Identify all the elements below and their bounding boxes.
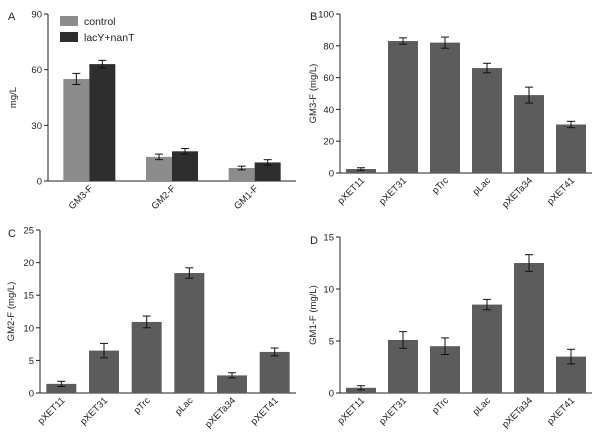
panel-b-bar: [556, 124, 586, 173]
panel-d-y-tick-label: 5: [329, 337, 334, 348]
panel-a-y-axis-title: mg/L: [8, 87, 19, 108]
panel-a-x-tick-label: GM1-F: [232, 183, 261, 212]
panel-d-bar: [346, 387, 376, 393]
panel-b-x-tick-label: pLac: [471, 175, 494, 198]
panel-a-bar-lacy-nant: [254, 162, 281, 181]
panel-b-x-tick-label: pXET31: [377, 175, 409, 207]
legend-swatch-lacy-nant: [60, 32, 78, 42]
panel-b-y-tick-label: 100: [318, 10, 334, 21]
panel-b-y-tick-label: 40: [323, 105, 334, 116]
panel-d-x-tick-label: pLac: [471, 395, 494, 418]
panel-a-y-tick-label: 30: [31, 121, 42, 132]
panel-a-bar-control: [63, 78, 90, 181]
panel-c-y-tick-label: 15: [23, 291, 34, 302]
panel-b-y-tick-label: 60: [323, 73, 334, 84]
legend-label-control: control: [84, 16, 116, 28]
panel-d-y-tick-label: 0: [329, 389, 334, 400]
panel-a-bar-control: [146, 156, 172, 181]
panel-c-bar: [174, 273, 205, 393]
panel-c-bar: [259, 351, 290, 393]
panel-a-y-tick-label: 90: [31, 10, 42, 21]
panel-b-y-axis-title: GM3-F (mg/L): [308, 64, 319, 124]
panel-a-y-tick-label: 0: [37, 177, 42, 188]
panel-d-x-tick-label: pXET11: [336, 395, 368, 427]
panel-c-bar: [46, 383, 77, 393]
panel-b-x-tick-label: pTrc: [430, 175, 451, 196]
panel-a-bar-lacy-nant: [172, 151, 198, 181]
panel-a-x-tick-label: GM2-F: [149, 183, 178, 212]
panel-c-y-tick-label: 20: [23, 258, 34, 269]
panel-d-bar: [388, 339, 418, 393]
panel-c-y-axis-title: GM2-F (mg/L): [6, 282, 17, 342]
panel-c-bar: [131, 321, 162, 393]
panel-c-x-tick-label: pXET41: [249, 395, 281, 427]
panel-d-bar: [472, 304, 502, 393]
panel-c-bar: [217, 375, 247, 393]
legend-label-lacy-nant: lacY+nanT: [84, 32, 135, 44]
panel-a-chart: 0 30 60 90 mg/L GM3-F GM2-F GM1-F control lacY+na…: [8, 10, 296, 212]
panel-a-x-tick-label: GM3-F: [67, 183, 96, 212]
panel-c-x-tick-label: pXETa34: [203, 395, 238, 430]
panel-c-chart: 0 5 10 15 20 25 GM2-F (mg/L) pXET11 pXET31 pTrc pL…: [6, 226, 296, 430]
panel-c-x-tick-label: pXET31: [78, 395, 110, 427]
panel-b-bar: [388, 41, 418, 173]
panel-b-y-tick-label: 80: [323, 41, 334, 52]
panel-d-letter: D: [310, 235, 318, 247]
panel-a-bar-control: [228, 168, 255, 181]
panel-b-bar: [472, 68, 502, 173]
panel-d-x-tick-label: pXET31: [377, 395, 409, 427]
panel-b-bar: [430, 42, 460, 174]
panel-b-y-tick-label: 0: [329, 169, 334, 180]
panel-b-x-tick-label: pXET11: [336, 175, 368, 207]
panel-c-x-tick-label: pXET11: [36, 395, 68, 427]
panel-d-y-tick-label: 10: [323, 285, 334, 296]
panel-a-y-tick-label: 60: [31, 65, 42, 76]
panel-c-letter: C: [8, 228, 16, 240]
panel-d-x-tick-label: pXETa34: [500, 395, 535, 430]
panel-b-bar: [514, 95, 544, 173]
panel-d-x-tick-label: pTrc: [430, 395, 451, 416]
panel-a-letter: A: [8, 11, 16, 23]
panel-a-bar-lacy-nant: [89, 64, 116, 181]
panel-c-y-tick-label: 5: [29, 356, 34, 367]
panel-b-x-tick-label: pXETa34: [500, 175, 535, 210]
panel-b-letter: B: [310, 11, 317, 23]
panel-c-x-tick-label: pLac: [173, 395, 196, 418]
panel-b-y-tick-label: 20: [323, 137, 334, 148]
panel-b-x-tick-label: pXET41: [545, 175, 577, 207]
panel-d-y-axis-title: GM1-F (mg/L): [308, 285, 319, 345]
panel-b-chart: 0 20 40 60 80 100 GM3-F (mg/L) pXET11 pXET31 pTrc…: [308, 10, 592, 210]
panel-c-y-tick-label: 0: [29, 389, 34, 400]
panel-c-y-tick-label: 10: [23, 323, 34, 334]
panel-b-bar: [346, 169, 376, 173]
panel-d-x-tick-label: pXET41: [545, 395, 577, 427]
panel-c-x-tick-label: pTrc: [132, 395, 153, 416]
panel-d-y-tick-label: 15: [323, 233, 334, 244]
legend-swatch-control: [60, 16, 78, 26]
panel-d-bar: [514, 263, 544, 393]
panel-c-y-tick-label: 25: [23, 226, 34, 237]
